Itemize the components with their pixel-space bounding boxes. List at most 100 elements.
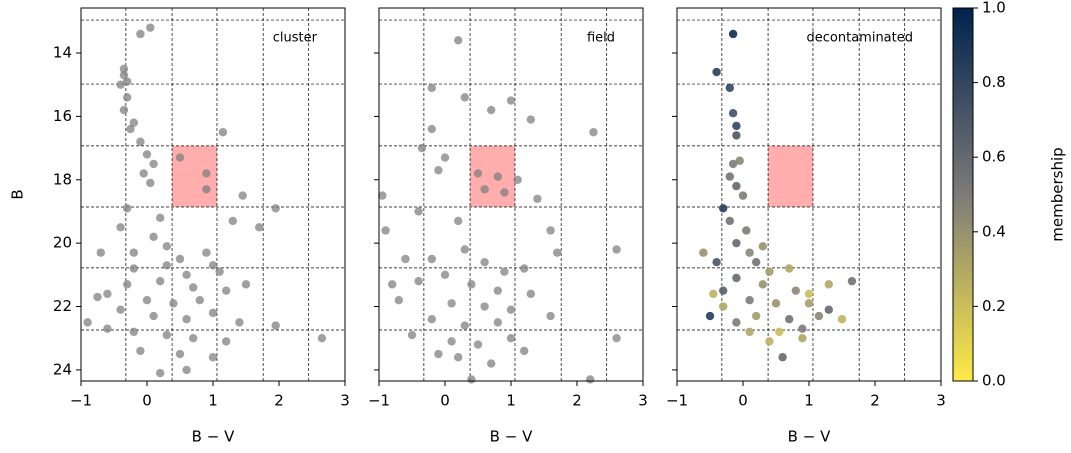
point <box>467 375 476 384</box>
point <box>785 315 794 324</box>
colorbar-label: membership <box>1049 147 1067 241</box>
x-tick-label: 2 <box>870 392 880 410</box>
point <box>189 283 198 292</box>
point <box>222 286 231 295</box>
point <box>546 226 555 235</box>
point <box>500 267 509 276</box>
point <box>460 245 469 254</box>
point <box>208 308 218 318</box>
colorbar-tick-label: 0.6 <box>982 148 1006 166</box>
point <box>798 324 807 333</box>
point <box>238 191 247 200</box>
point <box>612 245 621 254</box>
colorbar-tick-label: 0.4 <box>982 222 1006 240</box>
point <box>460 93 469 102</box>
point <box>586 375 595 384</box>
y-axis-label: B <box>9 189 27 199</box>
point <box>526 289 535 299</box>
x-tick-label: 0 <box>440 392 450 410</box>
point <box>785 264 794 273</box>
point <box>493 318 502 327</box>
point <box>473 169 483 178</box>
point <box>745 248 754 257</box>
x-tick-label: −1 <box>666 392 688 410</box>
x-tick-label: 0 <box>738 392 748 410</box>
point <box>775 327 784 337</box>
point <box>758 242 767 251</box>
point <box>480 302 489 311</box>
panel: −1 0 1 2 3 B − V decontaminated <box>666 7 946 446</box>
point <box>123 93 132 102</box>
point <box>765 267 774 276</box>
point <box>156 368 165 378</box>
point <box>728 29 738 39</box>
point <box>752 311 761 321</box>
point <box>142 295 152 305</box>
point <box>146 178 155 188</box>
point <box>440 153 450 162</box>
x-tick-label: 1 <box>804 392 814 410</box>
point <box>745 295 754 305</box>
point <box>317 334 327 343</box>
point <box>182 365 191 375</box>
point <box>500 188 509 197</box>
point <box>162 242 171 251</box>
point <box>847 276 857 286</box>
x-tick-label: −1 <box>70 392 92 410</box>
point <box>116 80 125 89</box>
point <box>506 305 516 314</box>
point <box>96 248 106 257</box>
point <box>162 330 171 340</box>
point <box>182 270 191 280</box>
point <box>719 204 728 213</box>
point <box>427 315 436 324</box>
point <box>129 118 138 127</box>
point <box>175 254 185 264</box>
point <box>139 169 148 178</box>
point <box>414 276 423 286</box>
colorbar-tick-label: 0.8 <box>982 73 1006 91</box>
point <box>378 191 387 200</box>
point <box>732 238 741 248</box>
y-tick-label: 24 <box>53 360 72 378</box>
point <box>156 276 165 286</box>
x-tick-label: 2 <box>274 392 284 410</box>
x-axis-label: B − V <box>192 428 235 446</box>
colorbar <box>952 7 974 382</box>
point <box>271 204 280 213</box>
point <box>467 280 476 289</box>
point <box>401 254 410 264</box>
point <box>202 248 211 257</box>
point <box>506 334 516 343</box>
point <box>407 330 417 340</box>
point <box>732 273 741 283</box>
point <box>136 346 145 356</box>
point <box>765 337 774 346</box>
point <box>149 311 158 321</box>
point <box>589 128 598 137</box>
point <box>745 327 754 337</box>
point <box>460 321 469 330</box>
point <box>175 153 185 162</box>
point <box>778 353 787 362</box>
point <box>725 216 734 226</box>
point <box>215 267 224 276</box>
point <box>719 286 728 295</box>
y-tick-label: 22 <box>53 297 72 315</box>
point <box>222 337 231 346</box>
point <box>473 340 483 349</box>
point <box>804 289 814 299</box>
point <box>218 128 228 137</box>
point <box>146 23 155 32</box>
point <box>156 213 165 222</box>
point <box>129 248 138 257</box>
panel-annotation: field <box>587 31 615 46</box>
point <box>149 159 158 169</box>
y-tick-label: 16 <box>53 107 72 125</box>
point <box>93 292 102 302</box>
point <box>454 216 463 226</box>
point <box>725 83 734 93</box>
point <box>126 124 135 134</box>
point <box>123 280 132 289</box>
